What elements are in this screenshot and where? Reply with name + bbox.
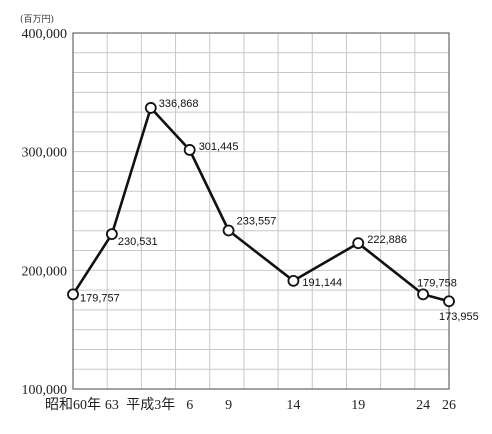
y-tick-label: 300,000 [22,146,68,161]
data-labels: 179,757 230,531 336,868 301,445 233,557 191,1… [80,98,479,323]
data-point [67,288,79,301]
data-label: 233,557 [237,216,277,228]
x-tick-label: 24 [416,398,430,413]
grid [73,33,449,389]
unit-label: (百万円) [20,14,54,25]
data-label: 191,144 [302,277,342,289]
data-point [352,237,365,250]
x-tick-label: 平成3年 [126,397,175,413]
data-label: 173,955 [439,311,479,323]
x-tick-label: 26 [442,398,456,413]
x-tick-label: 19 [351,398,365,413]
y-tick-label: 200,000 [22,264,68,279]
data-point [105,228,118,241]
data-label: 222,886 [367,234,407,246]
data-label: 230,531 [118,236,158,248]
x-axis-ticks: 昭和60年 63 平成3年 6 9 14 19 24 26 [45,397,456,413]
series-line [71,106,450,303]
x-tick-label: 63 [105,398,119,413]
data-label: 336,868 [159,98,199,110]
y-tick-label: 100,000 [22,383,68,398]
data-points [67,102,455,308]
data-label: 179,758 [417,277,457,289]
plot-frame [72,32,450,390]
data-point [144,102,157,114]
x-tick-label: 昭和60年 [45,397,101,413]
y-tick-label: 400,000 [22,27,68,42]
data-point [443,295,455,308]
x-tick-label: 9 [225,398,232,413]
data-point [287,274,300,287]
data-point [222,224,235,237]
x-tick-label: 14 [286,398,300,413]
data-point [417,288,429,301]
y-axis-ticks: 100,000 200,000 300,000 400,000 [22,27,68,398]
data-label: 179,757 [80,292,120,304]
data-label: 301,445 [199,141,239,153]
x-tick-label: 6 [186,398,193,413]
data-point [183,144,196,156]
